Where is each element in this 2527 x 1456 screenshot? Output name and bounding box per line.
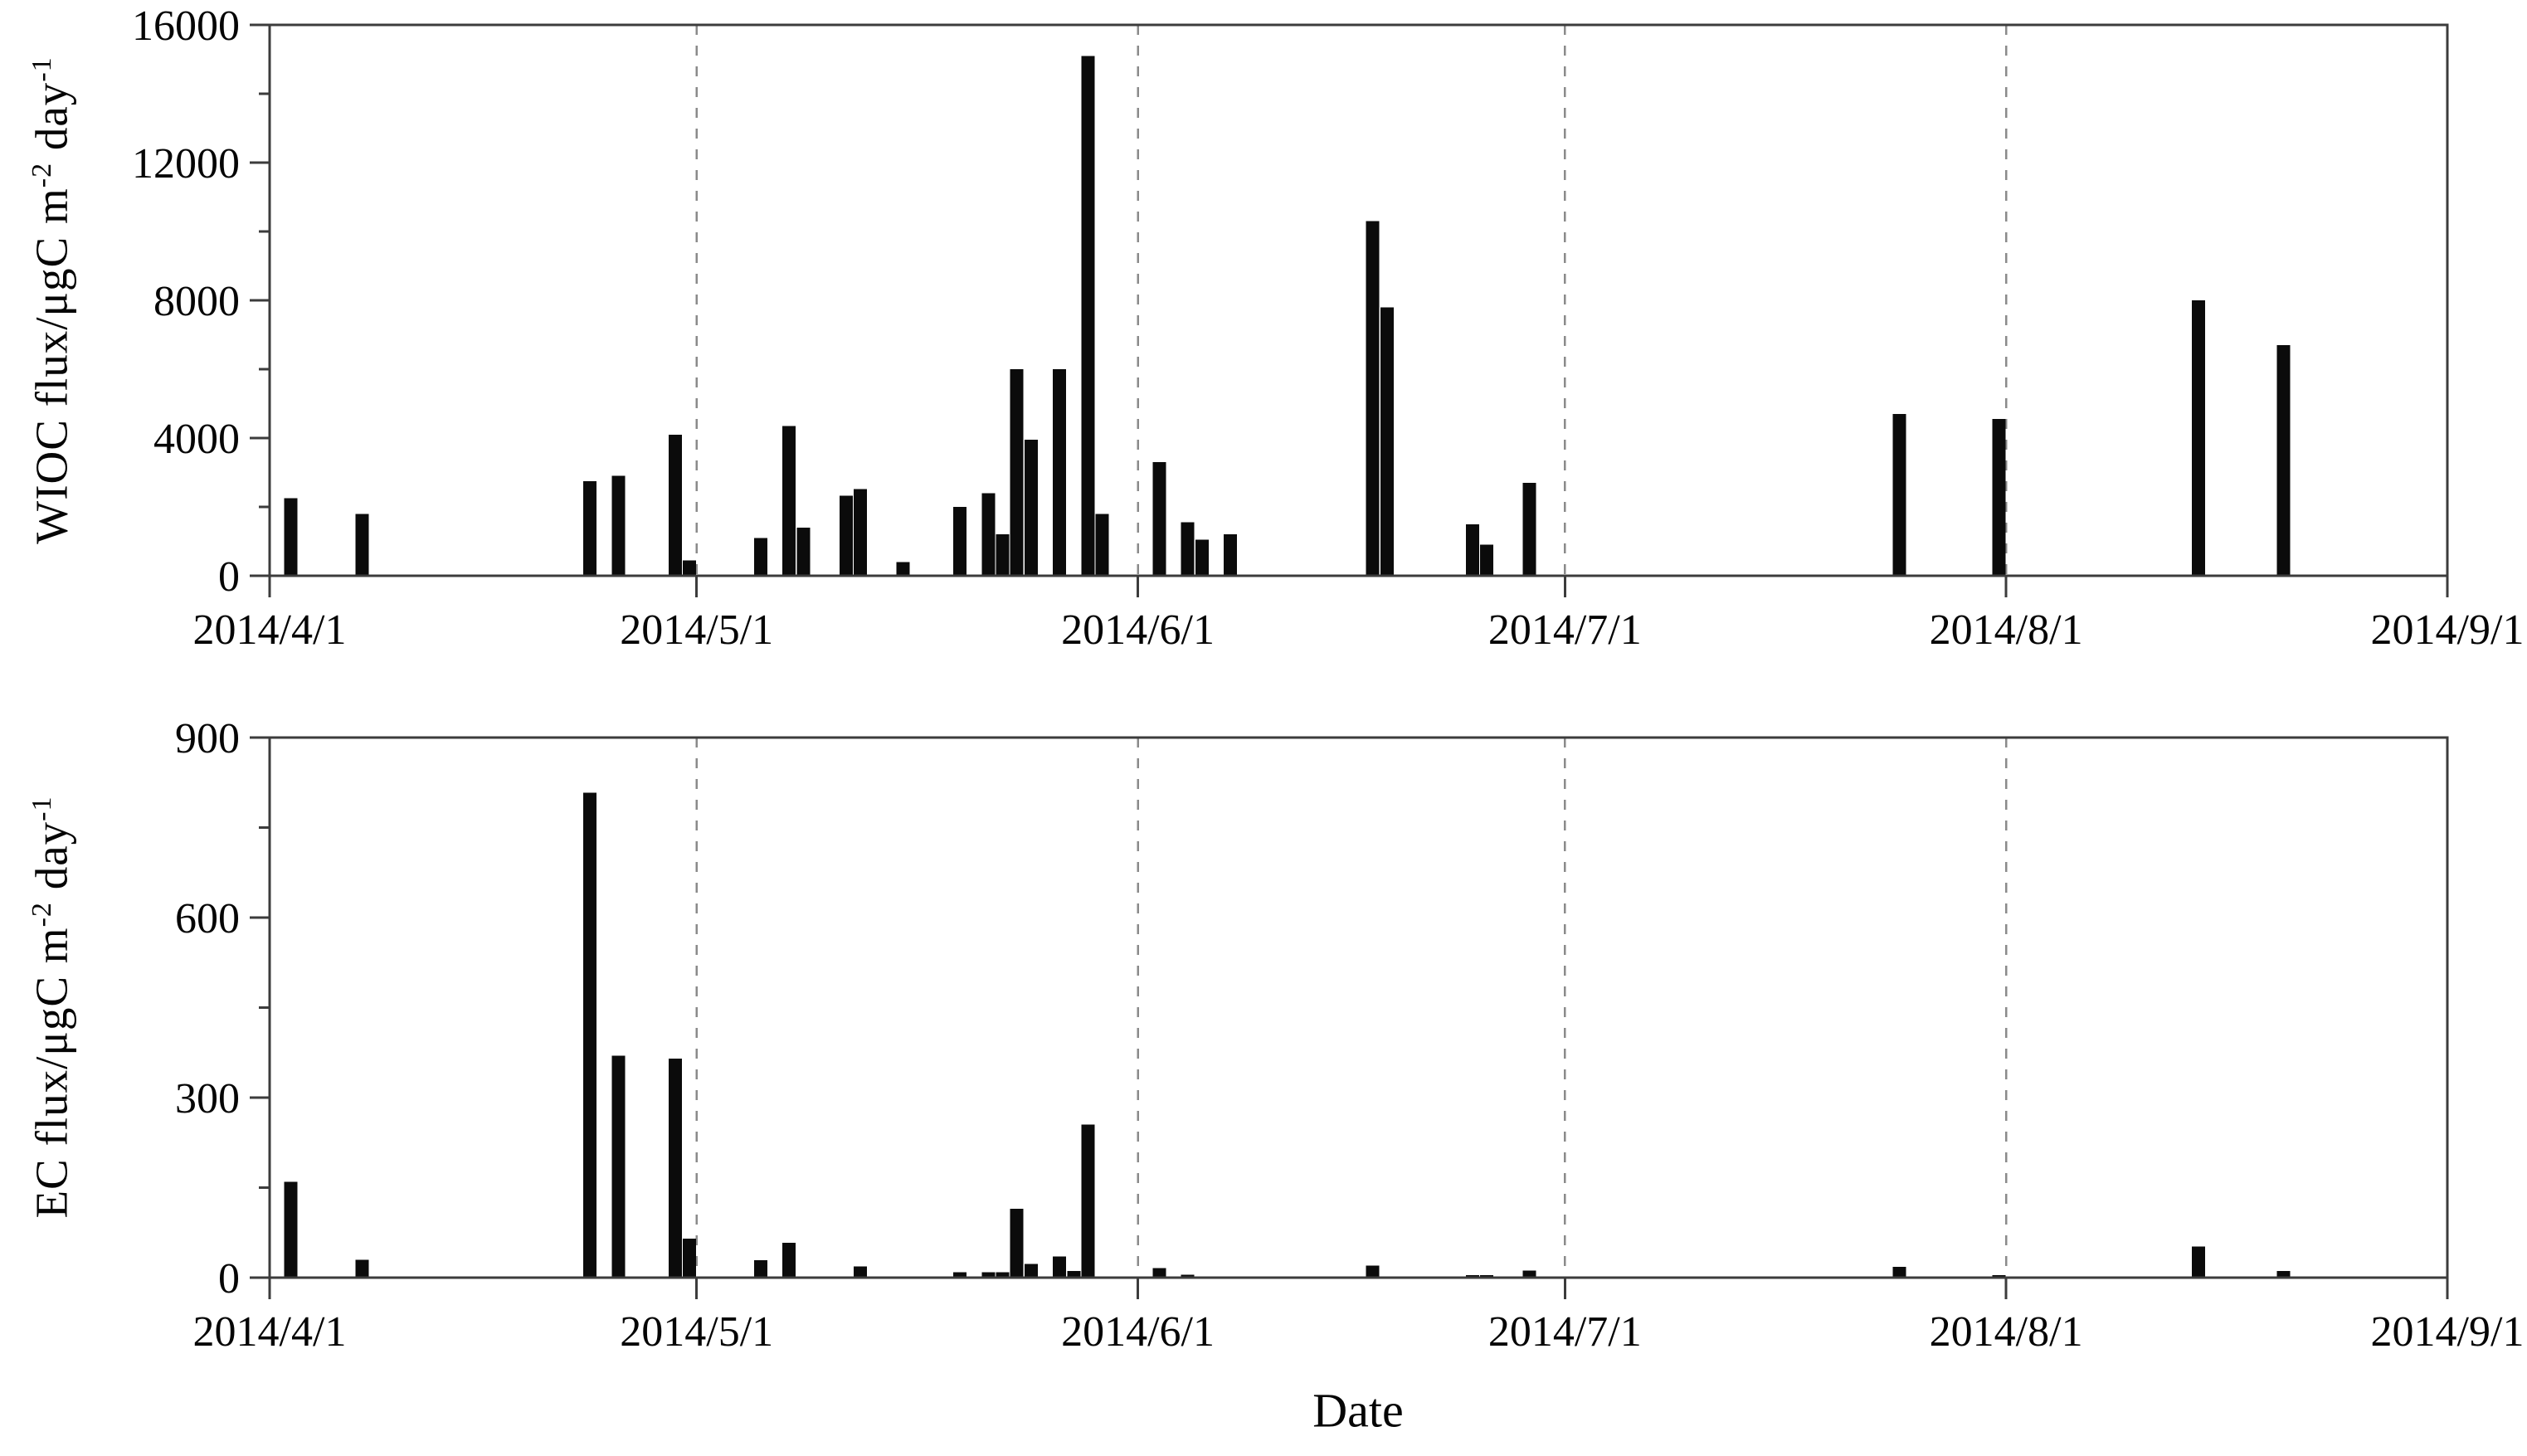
y-tick-label-ec-300: 300: [175, 1075, 240, 1122]
y-tick-label-wioc-0: 0: [218, 553, 240, 601]
superscript-minus2: -2: [27, 902, 58, 928]
ec-bar-2014/4/7: [355, 1259, 369, 1278]
wioc-bar-2014/5/19: [953, 507, 967, 576]
wioc-bar-2014/5/23: [1010, 369, 1024, 576]
ec-bar-2014/4/2: [284, 1181, 298, 1278]
ec-bar-2014/4/29: [668, 1058, 682, 1278]
wioc-bar-2014/5/29: [1095, 514, 1109, 576]
ec-bar-2014/6/28: [1522, 1270, 1536, 1278]
ec-bar-2014/4/25: [611, 1055, 626, 1278]
ec-bar-2014/5/24: [1024, 1264, 1038, 1278]
wioc-bar-2014/5/21: [981, 493, 996, 576]
ec-bar-2014/6/2: [1152, 1268, 1166, 1278]
ec-bar-2014/6/17: [1366, 1265, 1380, 1278]
wioc-bar-2014/6/24: [1465, 523, 1479, 576]
x-tick-label-ec-2014/6/1: 2014/6/1: [1061, 1308, 1215, 1356]
wioc-bar-2014/7/31: [1992, 419, 2006, 576]
ec-bar-2014/5/19: [953, 1272, 967, 1278]
superscript-minus1: -1: [27, 796, 58, 821]
ec-bar-2014/7/24: [1892, 1266, 1906, 1278]
x-tick-label-wioc-2014/6/1: 2014/6/1: [1061, 606, 1215, 654]
ec-bar-2014/8/14: [2191, 1246, 2205, 1278]
y-tick-label-wioc-4000: 4000: [153, 416, 240, 463]
wioc-bar-2014/6/17: [1366, 221, 1380, 576]
wioc-bar-2014/4/23: [583, 480, 597, 576]
x-tick-label-wioc-2014/4/1: 2014/4/1: [193, 606, 347, 654]
x-tick-label-ec-2014/7/1: 2014/7/1: [1488, 1308, 1642, 1356]
wioc-bar-2014/5/15: [896, 562, 910, 576]
wioc-bar-2014/5/11: [839, 495, 853, 576]
x-tick-label-wioc-2014/8/1: 2014/8/1: [1930, 606, 2083, 654]
x-tick-label-ec-2014/5/1: 2014/5/1: [620, 1308, 773, 1356]
wioc-bar-2014/6/25: [1479, 544, 1493, 576]
wioc-bar-2014/4/2: [284, 498, 298, 576]
wioc-bar-2014/6/18: [1380, 307, 1394, 576]
ec-bar-2014/5/22: [996, 1272, 1010, 1278]
ec-bar-2014/4/23: [583, 792, 597, 1278]
y-tick-label-wioc-16000: 16000: [132, 2, 240, 50]
ec-bar-2014/5/28: [1081, 1124, 1095, 1278]
wioc-bar-2014/4/25: [611, 475, 626, 576]
wioc-bar-2014/7/24: [1892, 413, 1906, 576]
x-tick-label-wioc-2014/9/1: 2014/9/1: [2371, 606, 2525, 654]
ec-bar-2014/5/5: [753, 1260, 767, 1278]
ec-bar-2014/6/4: [1181, 1274, 1195, 1278]
wioc-bar-2014/8/20: [2276, 344, 2291, 576]
x-tick-label-ec-2014/8/1: 2014/8/1: [1930, 1308, 2083, 1356]
wioc-bar-2014/6/4: [1181, 522, 1195, 576]
x-tick-label-ec-2014/4/1: 2014/4/1: [193, 1308, 347, 1356]
wioc-bar-2014/5/26: [1053, 369, 1067, 576]
wioc-bar-2014/5/28: [1081, 56, 1095, 577]
wioc-bar-2014/6/2: [1152, 462, 1166, 576]
ec-bar-2014/5/7: [782, 1243, 796, 1278]
y-axis-title-ec-text: EC flux/μgC m: [26, 927, 77, 1219]
y-axis-title-wioc-text: WIOC flux/μgC m: [26, 187, 77, 544]
ec-bar-2014/5/27: [1067, 1271, 1081, 1278]
ec-bar-2014/8/20: [2276, 1271, 2291, 1278]
wioc-bar-2014/5/5: [753, 538, 767, 576]
wioc-bar-2014/4/7: [355, 514, 369, 576]
ec-bar-2014/5/12: [854, 1266, 868, 1278]
superscript-minus2: -2: [27, 162, 58, 188]
ec-bar-2014/4/30: [683, 1238, 697, 1278]
wioc-bar-2014/5/22: [996, 534, 1010, 576]
x-tick-label-ec-2014/9/1: 2014/9/1: [2371, 1308, 2525, 1356]
x-axis-title: Date: [1312, 1383, 1404, 1438]
wioc-bar-2014/6/28: [1522, 482, 1536, 576]
ec-bar-2014/5/21: [981, 1272, 996, 1278]
wioc-bar-2014/8/14: [2191, 300, 2205, 576]
superscript-minus1: -1: [27, 56, 58, 82]
wioc-bar-2014/6/7: [1224, 534, 1238, 576]
y-tick-label-wioc-8000: 8000: [153, 278, 240, 325]
y-tick-label-wioc-12000: 12000: [132, 140, 240, 187]
wioc-bar-2014/5/7: [782, 426, 796, 576]
ec-bar-2014/5/23: [1010, 1208, 1024, 1278]
x-tick-label-wioc-2014/5/1: 2014/5/1: [620, 606, 773, 654]
wioc-bar-2014/5/8: [796, 527, 811, 576]
y-tick-label-ec-900: 900: [175, 715, 240, 762]
y-axis-title-ec-day: day: [26, 821, 77, 903]
wioc-bar-2014/5/24: [1024, 440, 1038, 576]
wioc-bar-2014/5/12: [854, 489, 868, 576]
ec-bar-2014/5/26: [1053, 1256, 1067, 1278]
wioc-bar-2014/4/30: [683, 560, 697, 576]
y-axis-title-wioc-day: day: [26, 81, 77, 163]
wioc-bar-2014/4/29: [668, 434, 682, 576]
y-tick-label-ec-600: 600: [175, 895, 240, 942]
wioc-bar-2014/6/5: [1195, 539, 1209, 576]
x-tick-label-wioc-2014/7/1: 2014/7/1: [1488, 606, 1642, 654]
y-tick-label-ec-0: 0: [218, 1255, 240, 1303]
